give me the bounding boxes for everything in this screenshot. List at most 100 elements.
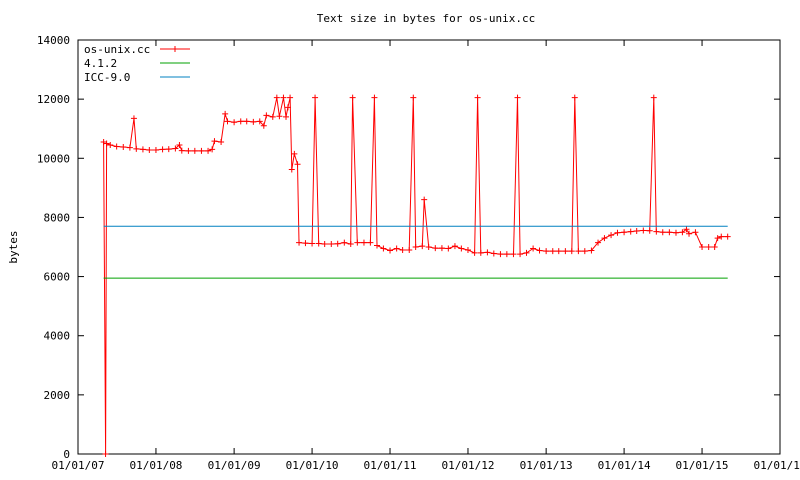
data-point [633, 228, 640, 235]
data-point [291, 150, 298, 157]
data-point [458, 245, 465, 252]
data-point [705, 244, 712, 250]
data-point [588, 247, 595, 254]
x-tick-label: 01/01/16 [754, 459, 800, 472]
data-point [250, 118, 257, 125]
data-point [360, 239, 367, 246]
data-point [280, 94, 287, 101]
data-point [718, 233, 725, 240]
data-point [347, 241, 354, 248]
legend-marker [172, 46, 178, 52]
data-point [231, 119, 238, 126]
data-point [419, 243, 426, 250]
y-tick-label: 6000 [44, 271, 71, 284]
data-point [113, 143, 120, 150]
x-tick-label: 01/01/09 [208, 459, 261, 472]
data-point [536, 247, 543, 254]
data-point [328, 241, 335, 248]
data-point [288, 166, 295, 173]
data-point [380, 245, 387, 252]
data-point [312, 94, 319, 101]
data-point [133, 145, 140, 152]
data-point [517, 251, 524, 258]
x-tick-label: 01/01/08 [129, 459, 182, 472]
data-point [354, 239, 361, 246]
data-point [474, 94, 481, 101]
data-point [714, 235, 721, 242]
y-tick-label: 0 [63, 448, 70, 461]
data-point [139, 146, 146, 153]
data-point [334, 240, 341, 247]
data-point [432, 245, 439, 252]
data-point [575, 248, 582, 255]
data-point [276, 113, 283, 120]
data-point [198, 147, 205, 154]
data-point [237, 118, 244, 125]
data-point [410, 94, 417, 101]
data-point [646, 227, 653, 234]
data-point [666, 229, 673, 236]
data-point [653, 228, 660, 235]
data-point [490, 250, 497, 257]
data-point [621, 229, 628, 236]
data-point [165, 146, 172, 153]
y-axis-ticks: 0 2000 4000 6000 8000 10000 12000 14000 [37, 34, 780, 461]
data-point [159, 146, 166, 153]
data-point [581, 248, 588, 255]
data-point [243, 118, 250, 125]
data-point [321, 241, 328, 248]
y-tick-label: 14000 [37, 34, 70, 47]
data-point [302, 240, 309, 247]
data-point [640, 227, 647, 234]
data-point [218, 139, 225, 146]
x-axis-ticks: 01/01/07 01/01/08 01/01/09 01/01/10 01/01/11… [52, 40, 800, 472]
data-point [309, 240, 316, 247]
data-point [672, 229, 679, 236]
data-point [120, 144, 127, 151]
x-tick-label: 01/01/12 [441, 459, 494, 472]
data-point [387, 247, 394, 254]
data-point [399, 246, 406, 253]
data-point [371, 94, 378, 101]
data-point [464, 246, 471, 253]
data-point [146, 147, 153, 154]
data-point [421, 196, 428, 203]
data-point [608, 232, 615, 239]
data-point [130, 115, 137, 122]
data-point [523, 249, 530, 256]
data-point [562, 248, 569, 255]
data-point [724, 233, 731, 240]
y-axis-label: bytes [7, 230, 20, 263]
data-point [205, 147, 212, 154]
x-tick-label: 01/01/10 [286, 459, 339, 472]
y-tick-label: 12000 [37, 93, 70, 106]
data-point [263, 112, 270, 119]
data-point [256, 118, 263, 125]
data-point [367, 239, 374, 246]
legend-label: ICC-9.0 [84, 71, 130, 84]
data-point [176, 141, 183, 148]
data-point [595, 239, 602, 246]
data-point [373, 242, 380, 249]
data-point [260, 122, 267, 129]
data-point [191, 147, 198, 154]
data-point [185, 147, 192, 154]
data-point [711, 244, 718, 250]
data-point [296, 239, 303, 246]
data-point [549, 248, 556, 255]
data-point [477, 249, 484, 256]
data-point [514, 94, 521, 101]
data-point [568, 248, 575, 255]
series-0 [100, 94, 731, 457]
data-point [126, 144, 133, 151]
data-point [224, 118, 231, 125]
legend-label: os-unix.cc [84, 43, 150, 56]
data-point [393, 245, 400, 252]
data-point [315, 240, 322, 247]
data-point [152, 147, 159, 154]
data-point [530, 245, 537, 252]
data-point [659, 229, 666, 236]
y-tick-label: 8000 [44, 211, 71, 224]
